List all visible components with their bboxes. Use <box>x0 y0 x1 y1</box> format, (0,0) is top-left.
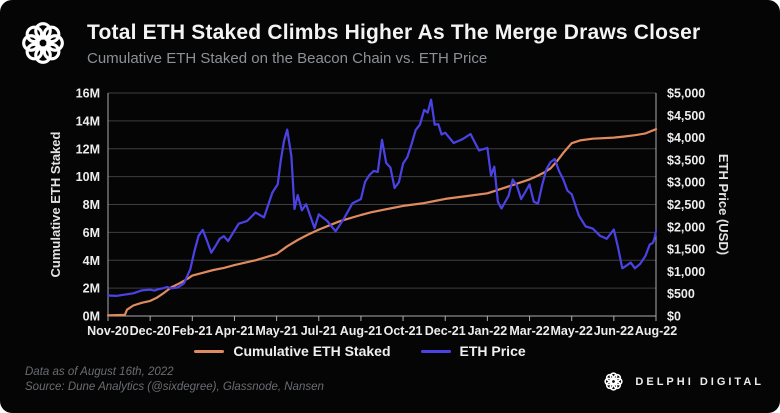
brand-lockup: DELPHI DIGITAL <box>601 369 764 394</box>
staked-series-line <box>106 128 658 317</box>
source-note: Source: Dune Analytics (@sixdegree), Gla… <box>25 381 324 393</box>
y-left-tick-label: 16M <box>76 87 100 101</box>
y-left-tick-label: 0M <box>83 310 100 324</box>
y-right-tick-label: $2,000 <box>667 220 705 234</box>
x-tick-label: Nov-20 <box>87 324 129 338</box>
x-tick-label: Feb-21 <box>172 324 212 338</box>
x-tick-label: May-21 <box>255 324 297 338</box>
x-tick-label: Oct-21 <box>384 324 423 338</box>
x-tick-label: Dec-20 <box>130 324 171 338</box>
delphi-knot-icon-small <box>604 372 624 391</box>
page-title: Total ETH Staked Climbs Higher As The Me… <box>87 21 701 44</box>
y-left-tick-label: 12M <box>76 142 100 156</box>
y-right-tick-label: $1,000 <box>667 265 705 279</box>
y-right-tick-label: $2,500 <box>667 198 705 212</box>
y-right-tick-label: $4,000 <box>667 131 705 145</box>
staked-line-swatch <box>194 349 225 353</box>
y-left-tick-label: 8M <box>83 198 100 212</box>
y-left-tick-label: 4M <box>83 254 100 268</box>
x-tick-label: Dec-21 <box>425 324 466 338</box>
price-line-swatch <box>420 349 451 353</box>
x-tick-label: Jan-22 <box>468 324 508 338</box>
price-series-line <box>106 98 658 297</box>
x-tick-label: Aug-22 <box>635 324 677 338</box>
x-tick-label: Apr-21 <box>215 324 255 338</box>
y-left-tick-label: 6M <box>83 226 100 240</box>
legend-item-price: ETH Price <box>420 343 526 359</box>
y-right-tick-label: $3,000 <box>667 176 705 190</box>
y-right-tick-label: $5,000 <box>667 87 705 101</box>
chart-legend: Cumulative ETH Staked ETH Price <box>0 343 720 359</box>
brand-name: DELPHI DIGITAL <box>635 375 764 388</box>
y-left-tick-label: 2M <box>83 282 100 296</box>
x-tick-label: Jul-21 <box>301 324 337 338</box>
footer-notes: Data as of August 16th, 2022 Source: Dun… <box>25 365 324 395</box>
x-tick-label: May-22 <box>550 324 592 338</box>
y-right-tick-label: $500 <box>667 287 695 301</box>
x-tick-label: Aug-21 <box>340 324 382 338</box>
y-right-tick-label: $4,500 <box>667 109 705 123</box>
y-left-axis-title: Cumulative ETH Staked <box>48 131 63 277</box>
y-right-tick-label: $1,500 <box>667 243 705 257</box>
y-left-tick-label: 14M <box>76 114 100 128</box>
delphi-knot-icon <box>22 22 64 64</box>
page-subtitle: Cumulative ETH Staked on the Beacon Chai… <box>87 50 488 67</box>
y-right-axis-title: ETH Price (USD) <box>716 154 731 255</box>
y-left-tick-label: 10M <box>76 170 100 184</box>
legend-label-price: ETH Price <box>459 343 526 359</box>
x-tick-label: Jun-22 <box>594 324 634 338</box>
legend-item-staked: Cumulative ETH Staked <box>194 343 391 359</box>
y-right-tick-label: $3,500 <box>667 153 705 167</box>
legend-label-staked: Cumulative ETH Staked <box>233 343 391 359</box>
y-right-tick-label: $0 <box>667 310 681 324</box>
x-tick-label: Mar-22 <box>509 324 549 338</box>
data-as-of-note: Data as of August 16th, 2022 <box>25 366 174 378</box>
